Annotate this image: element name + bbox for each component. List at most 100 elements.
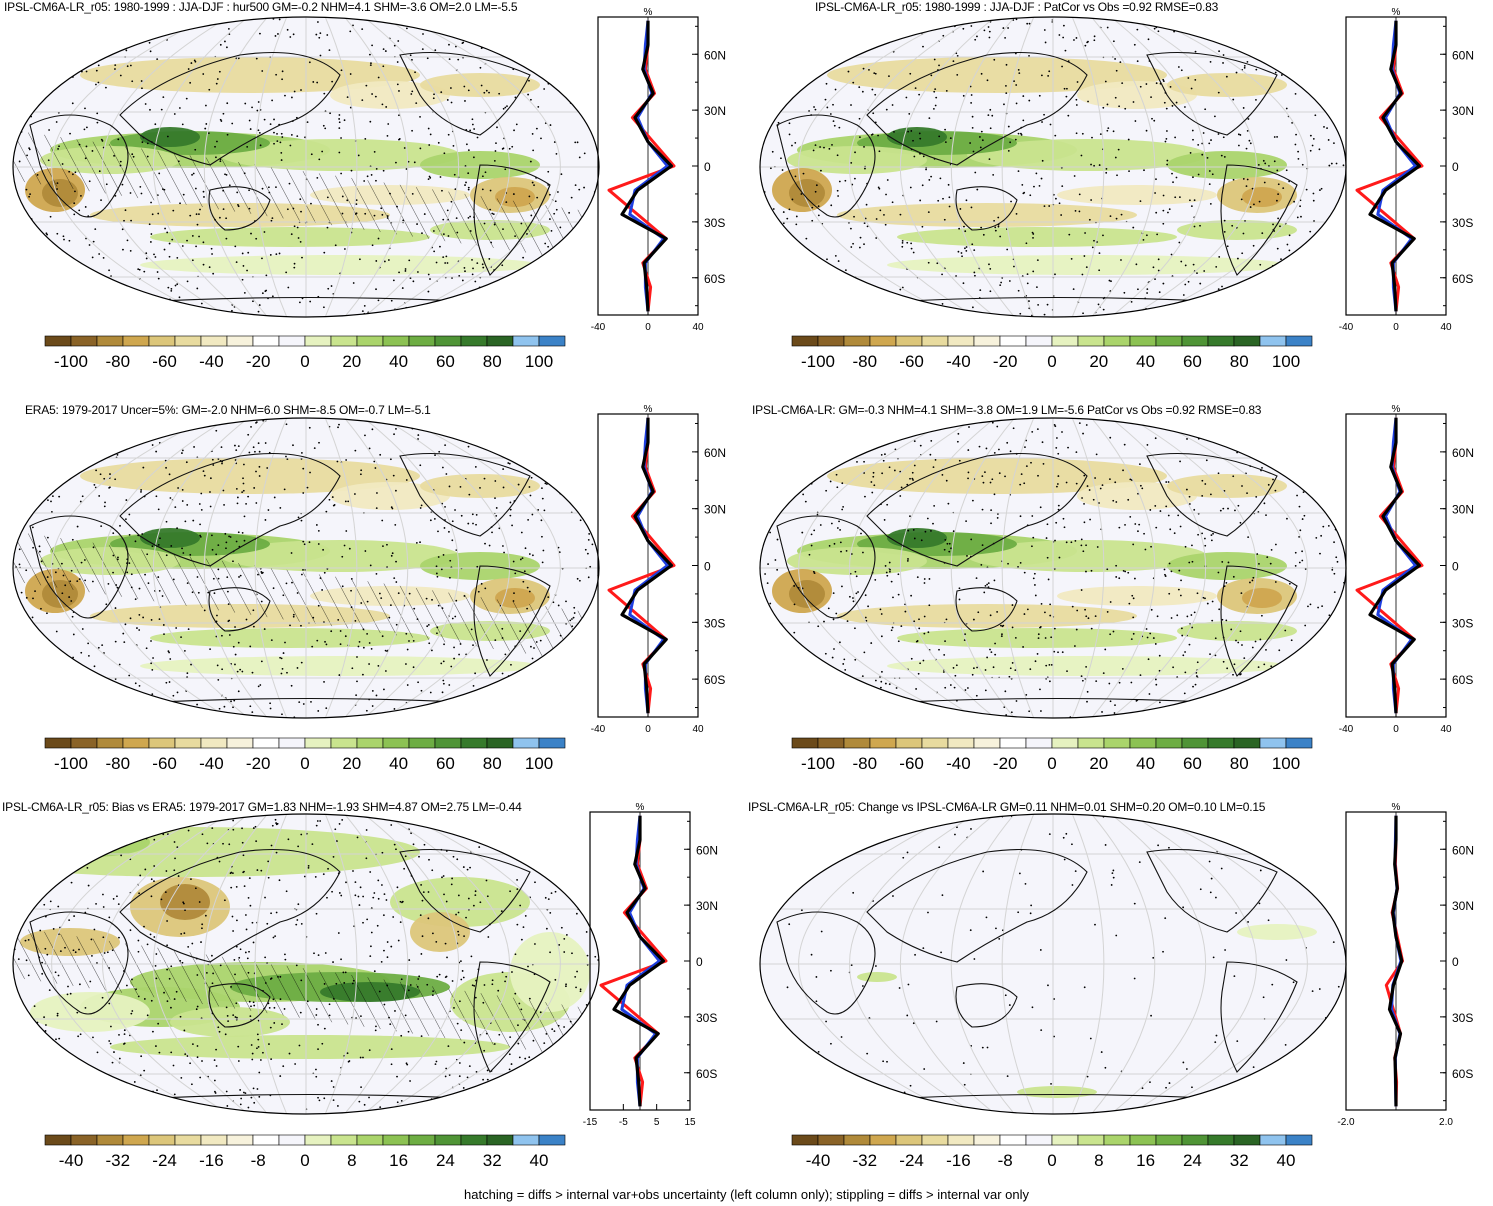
colorbar-panel-2: -100 -80 -60 -40 -20 0 20 40 60 80 100 — [791, 335, 1313, 371]
colorbar-swatch — [1051, 1134, 1079, 1146]
colorbar-tick-label: -100 — [801, 754, 835, 773]
colorbar-tick-label: 40 — [1136, 754, 1155, 773]
footer-note: hatching = diffs > internal var+obs unce… — [464, 1187, 1029, 1202]
colorbar-swatch — [1129, 737, 1157, 749]
colorbar-swatch — [486, 1134, 514, 1146]
coastline — [776, 515, 876, 619]
colorbar-tick-label: 40 — [389, 754, 408, 773]
lat-tick-label: 60N — [704, 446, 726, 460]
colorbar-tick-label: 20 — [342, 352, 361, 371]
colorbar-tick-label: -80 — [853, 754, 878, 773]
colorbar-swatch — [70, 1134, 98, 1146]
lat-tick-label: 30S — [1452, 1011, 1473, 1025]
profile-line-ensemble — [1376, 20, 1417, 312]
colorbar-swatch — [1077, 335, 1105, 347]
colorbar-tick-label: -20 — [246, 754, 271, 773]
colorbar-swatch — [252, 1134, 280, 1146]
lat-tick-label: 60N — [696, 843, 718, 857]
colorbar-swatch — [96, 1134, 124, 1146]
colorbar-swatch — [1181, 335, 1209, 347]
panel-6-title: IPSL-CM6A-LR_r05: Change vs IPSL-CM6A-LR… — [748, 800, 1266, 814]
colorbar-swatch — [252, 737, 280, 749]
profile-x-tick-label: -40 — [1339, 322, 1354, 333]
colorbar-tick-label: -20 — [246, 352, 271, 371]
coastline — [208, 983, 271, 1028]
colorbar-swatch — [148, 737, 176, 749]
profile-x-tick-label: 5 — [654, 1117, 660, 1128]
map-panel-2 — [759, 16, 1347, 318]
colorbar-swatch — [44, 737, 72, 749]
lat-tick-label: 30N — [704, 104, 726, 118]
colorbar-swatch — [512, 1134, 540, 1146]
map-border — [12, 813, 600, 1115]
colorbar-swatch — [1051, 737, 1079, 749]
colorbar-swatch — [174, 1134, 202, 1146]
coastline — [776, 114, 876, 218]
colorbar-swatch — [408, 335, 436, 347]
coastline — [776, 911, 876, 1015]
colorbar-swatch — [817, 737, 845, 749]
profile-unit: % — [636, 802, 645, 813]
map-panel-4 — [759, 417, 1347, 719]
profile-x-tick-label: -40 — [591, 322, 606, 333]
colorbar-swatch — [200, 1134, 228, 1146]
colorbar-tick-label: 40 — [389, 352, 408, 371]
coastline — [1220, 565, 1298, 677]
coastline — [1146, 848, 1278, 933]
map-panel-6 — [759, 813, 1347, 1115]
colorbar-tick-label: 40 — [1136, 352, 1155, 371]
colorbar-swatch — [895, 335, 923, 347]
colorbar-tick-label: -80 — [853, 352, 878, 371]
profile-x-tick-label: -2.0 — [1337, 1117, 1355, 1128]
profile-x-tick-label: 0 — [1393, 724, 1399, 735]
colorbar-swatch — [1259, 1134, 1287, 1146]
colorbar-tick-label: -40 — [59, 1151, 84, 1170]
zonal-profile-panel-6: % 60N 30N 0 30S 60S -2.0 2.0 — [1337, 802, 1474, 1128]
colorbar-swatch — [174, 737, 202, 749]
colorbar-swatch — [226, 737, 254, 749]
colorbar-swatch — [921, 335, 949, 347]
colorbar-swatch — [304, 335, 332, 347]
coastline — [399, 51, 531, 136]
profile-x-tick-label: 40 — [1440, 322, 1452, 333]
profile-x-tick-label: 40 — [1440, 724, 1452, 735]
lat-tick-label: 60S — [1452, 1067, 1473, 1081]
colorbar-tick-label: 16 — [1136, 1151, 1155, 1170]
colorbar-swatch — [895, 737, 923, 749]
colorbar-swatch — [44, 335, 72, 347]
colorbar-swatch — [843, 737, 871, 749]
colorbar-swatch — [791, 335, 819, 347]
colorbar-tick-label: 100 — [525, 352, 553, 371]
colorbar-swatch — [486, 335, 514, 347]
colorbar-swatch — [70, 737, 98, 749]
lat-tick-label: 60S — [1452, 673, 1473, 687]
colorbar-swatch — [330, 737, 358, 749]
lat-tick-label: 60S — [1452, 272, 1473, 286]
colorbar-swatch — [817, 335, 845, 347]
colorbar-swatch — [1285, 737, 1313, 749]
colorbar-tick-label: 32 — [1230, 1151, 1249, 1170]
colorbar-tick-label: -100 — [54, 352, 88, 371]
lat-tick-label: 30N — [1452, 503, 1474, 517]
zonal-profile-panel-1: % 60N 30N 0 30S 60S -40 0 40 — [591, 7, 726, 333]
colorbar-swatch — [356, 737, 384, 749]
colorbar-swatch — [999, 335, 1027, 347]
colorbar-swatch — [1077, 1134, 1105, 1146]
colorbar-tick-label: 0 — [300, 1151, 309, 1170]
profile-line-model — [1368, 20, 1421, 312]
coastline — [208, 186, 271, 231]
profile-x-tick-label: -40 — [1339, 724, 1354, 735]
lat-tick-label: 0 — [1452, 955, 1459, 969]
profile-x-tick-label: -15 — [583, 1117, 598, 1128]
colorbar-tick-label: 0 — [1047, 1151, 1056, 1170]
lat-tick-label: 30S — [1452, 616, 1473, 630]
colorbar-tick-label: -60 — [152, 352, 177, 371]
colorbar-swatch — [122, 1134, 150, 1146]
colorbar-swatch — [304, 1134, 332, 1146]
profile-line-ensemble — [620, 815, 661, 1107]
colorbar-swatch — [1181, 1134, 1209, 1146]
profile-line-obs — [1355, 417, 1424, 714]
colorbar-swatch — [174, 335, 202, 347]
map-panel-1 — [12, 16, 600, 318]
coastline — [119, 848, 341, 963]
